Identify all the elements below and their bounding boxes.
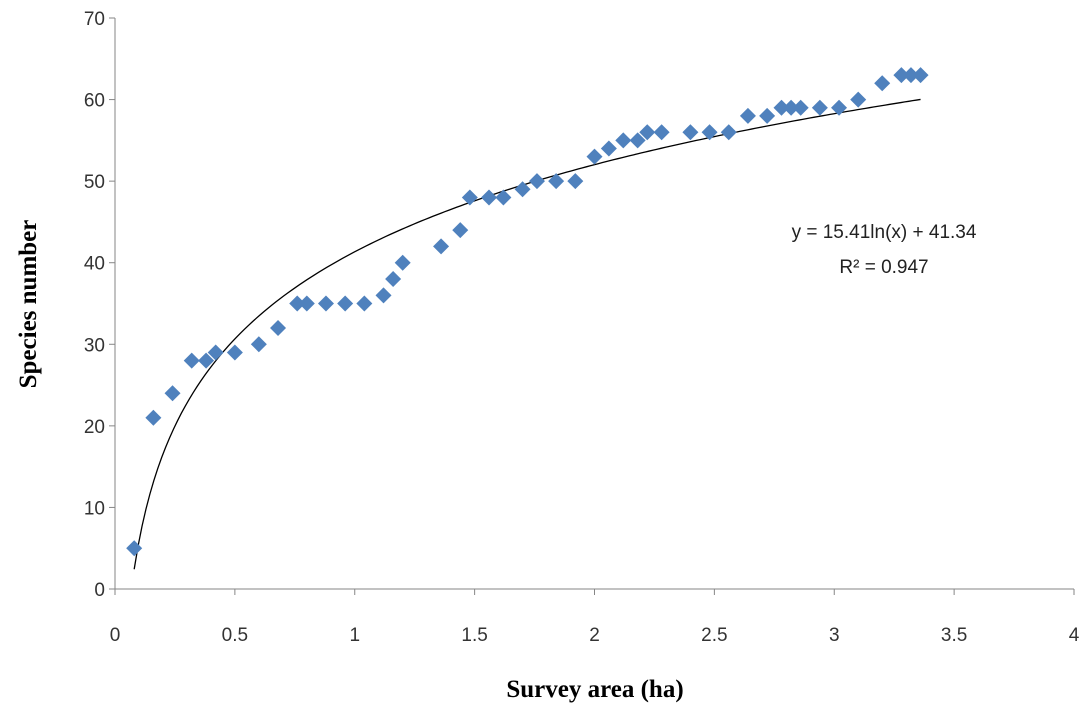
data-points: [126, 67, 929, 557]
data-point: [792, 99, 809, 116]
x-axis-ticks: 0 0.5 1 1.5 2 2.5 3 3.5 4: [110, 589, 1080, 646]
data-point: [548, 173, 565, 190]
plot-area: 0 10 20 30 40 50 60 70 0 0.5 1 1.5 2 2.5 3 3.5 4: [84, 9, 1080, 646]
data-point: [912, 67, 929, 84]
data-point: [653, 124, 670, 141]
x-tick-label: 2.5: [701, 625, 727, 646]
data-point: [481, 189, 498, 206]
data-point: [198, 352, 215, 369]
data-point: [893, 67, 910, 84]
data-point: [831, 99, 848, 116]
y-axis-title: Species number: [15, 220, 42, 389]
x-tick-label: 3.5: [941, 625, 967, 646]
data-point: [586, 148, 603, 165]
x-tick-label: 1.5: [461, 625, 487, 646]
data-point: [514, 181, 531, 198]
data-point: [720, 124, 737, 141]
data-point: [145, 409, 162, 426]
x-tick-label: 1: [349, 625, 360, 646]
data-point: [629, 132, 646, 149]
y-tick-label: 20: [84, 417, 105, 438]
data-point: [289, 295, 306, 312]
data-point: [385, 271, 402, 288]
x-tick-label: 0: [110, 625, 121, 646]
data-point: [298, 295, 315, 312]
data-point: [164, 385, 181, 402]
data-point: [270, 319, 287, 336]
y-tick-label: 60: [84, 91, 105, 112]
trendline: [133, 98, 921, 570]
data-point: [567, 173, 584, 190]
data-point: [394, 254, 411, 271]
data-point: [317, 295, 334, 312]
x-tick-label: 2: [589, 625, 600, 646]
y-tick-label: 70: [84, 9, 105, 30]
y-tick-label: 40: [84, 254, 105, 275]
data-point: [375, 287, 392, 304]
data-point: [874, 75, 891, 92]
trendline-equation: y = 15.41ln(x) + 41.34: [792, 222, 977, 243]
x-axis-title: Survey area (ha): [506, 676, 683, 703]
data-point: [773, 99, 790, 116]
data-point: [759, 107, 776, 124]
data-point: [207, 344, 224, 361]
y-tick-label: 30: [84, 335, 105, 356]
data-point: [226, 344, 243, 361]
y-tick-label: 10: [84, 498, 105, 519]
data-point: [433, 238, 450, 255]
data-point: [495, 189, 512, 206]
y-tick-label: 50: [84, 172, 105, 193]
data-point: [528, 173, 545, 190]
y-axis-ticks: 0 10 20 30 40 50 60 70: [84, 9, 115, 601]
data-point: [739, 107, 756, 124]
data-point: [902, 67, 919, 84]
data-point: [682, 124, 699, 141]
y-tick-label: 0: [94, 580, 105, 601]
data-point: [811, 99, 828, 116]
data-point: [615, 132, 632, 149]
data-point: [250, 336, 267, 353]
data-point: [461, 189, 478, 206]
data-point: [337, 295, 354, 312]
data-point: [183, 352, 200, 369]
data-point: [783, 99, 800, 116]
trendline-r-squared: R² = 0.947: [839, 257, 928, 278]
data-point: [850, 91, 867, 108]
x-tick-label: 3: [829, 625, 840, 646]
x-tick-label: 4: [1069, 625, 1080, 646]
x-tick-label: 0.5: [222, 625, 248, 646]
data-point: [356, 295, 373, 312]
data-point: [452, 222, 469, 239]
data-point: [600, 140, 617, 157]
data-point: [126, 540, 143, 557]
data-point: [639, 124, 656, 141]
data-point: [701, 124, 718, 141]
